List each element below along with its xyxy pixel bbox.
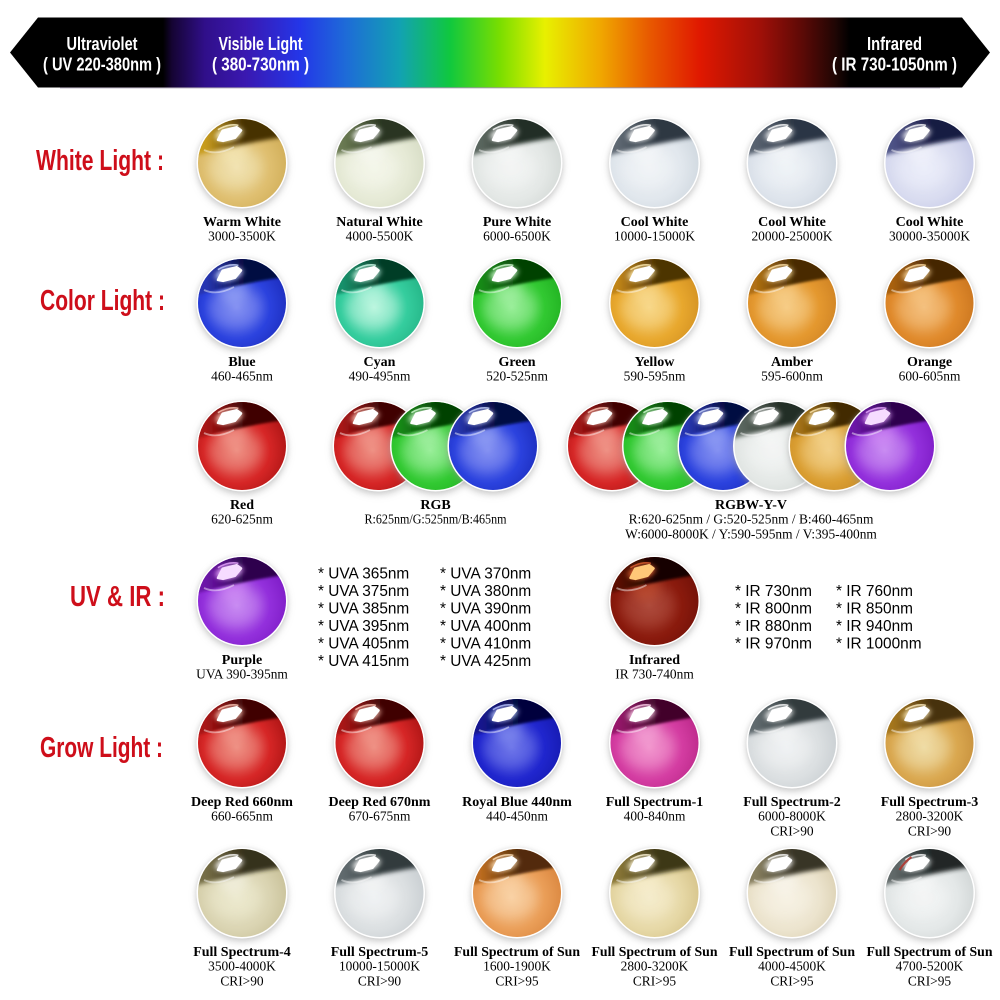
svg-text:660-665nm: 660-665nm bbox=[211, 809, 273, 824]
svg-text:CRI>90: CRI>90 bbox=[770, 824, 814, 839]
svg-text:CRI>90: CRI>90 bbox=[220, 974, 264, 989]
svg-text:Full Spectrum-5: Full Spectrum-5 bbox=[331, 945, 429, 960]
svg-text:Warm White: Warm White bbox=[203, 215, 281, 230]
svg-text:* UVA 425nm: * UVA 425nm bbox=[440, 653, 531, 670]
svg-text:* UVA 375nm: * UVA 375nm bbox=[318, 583, 409, 600]
svg-text:10000-15000K: 10000-15000K bbox=[614, 229, 695, 244]
svg-text:CRI>95: CRI>95 bbox=[770, 974, 814, 989]
svg-text:* UVA 380nm: * UVA 380nm bbox=[440, 583, 531, 600]
svg-text:Visible Light: Visible Light bbox=[219, 33, 303, 54]
svg-text:Cyan: Cyan bbox=[364, 355, 396, 370]
svg-text:* IR 940nm: * IR 940nm bbox=[836, 618, 913, 635]
svg-text:CRI>95: CRI>95 bbox=[908, 974, 952, 989]
svg-text:20000-25000K: 20000-25000K bbox=[751, 229, 832, 244]
svg-text:* IR 1000nm: * IR 1000nm bbox=[836, 636, 922, 653]
svg-text:460-465nm: 460-465nm bbox=[211, 369, 273, 384]
svg-text:440-450nm: 440-450nm bbox=[486, 809, 548, 824]
svg-text:600-605nm: 600-605nm bbox=[899, 369, 961, 384]
svg-text:( IR 730-1050nm ): ( IR 730-1050nm ) bbox=[832, 54, 957, 75]
svg-text:Grow Light :: Grow Light : bbox=[40, 732, 163, 764]
svg-text:Full Spectrum-2: Full Spectrum-2 bbox=[743, 795, 841, 810]
svg-text:Amber: Amber bbox=[771, 355, 813, 370]
svg-text:( UV 220-380nm ): ( UV 220-380nm ) bbox=[43, 54, 161, 75]
svg-text:Red: Red bbox=[230, 498, 254, 513]
svg-text:R:620-625nm / G:520-525nm / B:: R:620-625nm / G:520-525nm / B:460-465nm bbox=[629, 512, 874, 527]
svg-text:* UVA 400nm: * UVA 400nm bbox=[440, 618, 531, 635]
svg-text:CRI>90: CRI>90 bbox=[358, 974, 402, 989]
svg-text:( 380-730nm ): ( 380-730nm ) bbox=[212, 54, 309, 75]
svg-text:Natural White: Natural White bbox=[336, 215, 422, 230]
svg-text:W:6000-8000K / Y:590-595nm / V: W:6000-8000K / Y:590-595nm / V:395-400nm bbox=[625, 527, 877, 542]
svg-text:Royal Blue 440nm: Royal Blue 440nm bbox=[462, 795, 572, 810]
svg-text:400-840nm: 400-840nm bbox=[624, 809, 686, 824]
svg-text:UV & IR :: UV & IR : bbox=[70, 581, 165, 613]
svg-text:Color Light :: Color Light : bbox=[40, 285, 165, 317]
svg-text:RGB: RGB bbox=[420, 498, 450, 513]
svg-text:* UVA 410nm: * UVA 410nm bbox=[440, 636, 531, 653]
svg-text:CRI>95: CRI>95 bbox=[495, 974, 539, 989]
svg-text:* UVA 365nm: * UVA 365nm bbox=[318, 566, 409, 583]
svg-text:1600-1900K: 1600-1900K bbox=[483, 959, 551, 974]
svg-text:Blue: Blue bbox=[228, 355, 255, 370]
svg-text:Full Spectrum-1: Full Spectrum-1 bbox=[606, 795, 704, 810]
svg-text:CRI>90: CRI>90 bbox=[908, 824, 952, 839]
svg-text:CRI>95: CRI>95 bbox=[633, 974, 677, 989]
svg-text:Yellow: Yellow bbox=[635, 355, 676, 370]
svg-text:* UVA 370nm: * UVA 370nm bbox=[440, 566, 531, 583]
svg-text:6000-8000K: 6000-8000K bbox=[758, 809, 826, 824]
svg-text:UVA 390-395nm: UVA 390-395nm bbox=[196, 667, 288, 682]
svg-text:620-625nm: 620-625nm bbox=[211, 512, 273, 527]
svg-text:4000-4500K: 4000-4500K bbox=[758, 959, 826, 974]
svg-text:3500-4000K: 3500-4000K bbox=[208, 959, 276, 974]
svg-text:670-675nm: 670-675nm bbox=[349, 809, 411, 824]
svg-text:4000-5500K: 4000-5500K bbox=[346, 229, 414, 244]
svg-text:* UVA 390nm: * UVA 390nm bbox=[440, 601, 531, 618]
svg-text:490-495nm: 490-495nm bbox=[349, 369, 411, 384]
svg-text:* UVA 415nm: * UVA 415nm bbox=[318, 653, 409, 670]
svg-text:595-600nm: 595-600nm bbox=[761, 369, 823, 384]
svg-text:* IR 880nm: * IR 880nm bbox=[735, 618, 812, 635]
svg-text:* UVA 395nm: * UVA 395nm bbox=[318, 618, 409, 635]
svg-text:Cool White: Cool White bbox=[896, 215, 964, 230]
svg-text:Deep Red 670nm: Deep Red 670nm bbox=[329, 795, 431, 810]
svg-text:Deep Red 660nm: Deep Red 660nm bbox=[191, 795, 293, 810]
svg-text:Green: Green bbox=[498, 355, 535, 370]
svg-text:590-595nm: 590-595nm bbox=[624, 369, 686, 384]
svg-text:Ultraviolet: Ultraviolet bbox=[67, 33, 138, 54]
svg-text:* UVA 405nm: * UVA 405nm bbox=[318, 636, 409, 653]
svg-text:4700-5200K: 4700-5200K bbox=[896, 959, 964, 974]
svg-text:Infrared: Infrared bbox=[629, 653, 680, 668]
svg-text:6000-6500K: 6000-6500K bbox=[483, 229, 551, 244]
svg-text:* IR 970nm: * IR 970nm bbox=[735, 636, 812, 653]
svg-text:IR 730-740nm: IR 730-740nm bbox=[615, 667, 694, 682]
svg-text:Cool White: Cool White bbox=[621, 215, 689, 230]
svg-text:* UVA 385nm: * UVA 385nm bbox=[318, 601, 409, 618]
svg-text:520-525nm: 520-525nm bbox=[486, 369, 548, 384]
svg-text:* IR 760nm: * IR 760nm bbox=[836, 583, 913, 600]
svg-text:RGBW-Y-V: RGBW-Y-V bbox=[715, 498, 787, 513]
svg-text:* IR 800nm: * IR 800nm bbox=[735, 601, 812, 618]
svg-text:2800-3200K: 2800-3200K bbox=[621, 959, 689, 974]
svg-text:Cool White: Cool White bbox=[758, 215, 826, 230]
svg-text:10000-15000K: 10000-15000K bbox=[339, 959, 420, 974]
svg-text:Full Spectrum of Sun: Full Spectrum of Sun bbox=[454, 945, 580, 960]
svg-text:* IR 850nm: * IR 850nm bbox=[836, 601, 913, 618]
svg-text:Full Spectrum of Sun: Full Spectrum of Sun bbox=[592, 945, 718, 960]
svg-text:* IR 730nm: * IR 730nm bbox=[735, 583, 812, 600]
svg-text:Orange: Orange bbox=[907, 355, 952, 370]
svg-text:White Light :: White Light : bbox=[36, 145, 164, 177]
svg-text:2800-3200K: 2800-3200K bbox=[896, 809, 964, 824]
svg-text:Infrared: Infrared bbox=[867, 33, 922, 54]
svg-text:Full Spectrum-3: Full Spectrum-3 bbox=[881, 795, 979, 810]
svg-text:Full Spectrum-4: Full Spectrum-4 bbox=[193, 945, 291, 960]
svg-text:R:625nm/G:525nm/B:465nm: R:625nm/G:525nm/B:465nm bbox=[365, 512, 508, 527]
svg-text:30000-35000K: 30000-35000K bbox=[889, 229, 970, 244]
svg-text:Purple: Purple bbox=[222, 653, 262, 668]
svg-text:3000-3500K: 3000-3500K bbox=[208, 229, 276, 244]
svg-text:Pure White: Pure White bbox=[483, 215, 551, 230]
svg-text:Full Spectrum of Sun: Full Spectrum of Sun bbox=[867, 945, 993, 960]
svg-text:Full Spectrum of Sun: Full Spectrum of Sun bbox=[729, 945, 855, 960]
